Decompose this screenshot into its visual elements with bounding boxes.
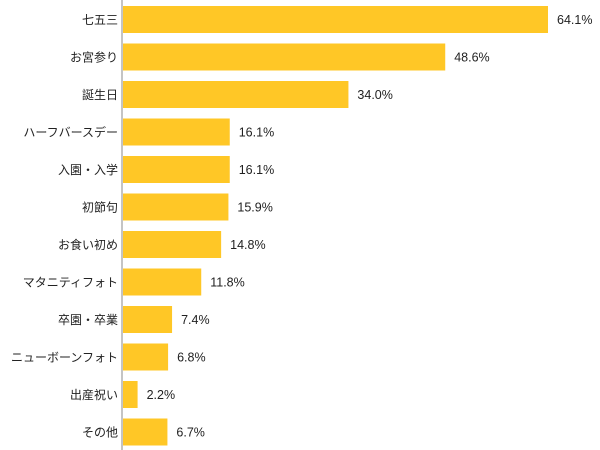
bar xyxy=(123,268,202,296)
bar xyxy=(123,193,229,221)
value-label: 16.1% xyxy=(239,163,274,177)
bar xyxy=(123,343,169,371)
value-label: 2.2% xyxy=(147,388,176,402)
category-labels-group: 七五三お宮参り誕生日ハーフバースデー入園・入学初節句お食い初めマタニティフォト卒… xyxy=(11,13,118,440)
category-label: 七五三 xyxy=(82,13,118,27)
value-label: 11.8% xyxy=(210,276,245,290)
value-label: 16.1% xyxy=(239,126,274,140)
bar xyxy=(123,81,349,108)
category-label: お宮参り xyxy=(70,50,118,65)
value-label: 6.8% xyxy=(177,351,206,365)
category-label: 入園・入学 xyxy=(58,162,118,177)
category-label: 初節句 xyxy=(82,200,118,215)
bar xyxy=(123,418,168,446)
category-label: 誕生日 xyxy=(82,88,118,102)
bar xyxy=(123,43,446,71)
value-labels-group: 64.1% 48.6% 34.0% 16.1% 16.1% 15.9% 14.8% 11.8%… xyxy=(147,13,593,440)
value-label: 7.4% xyxy=(181,313,210,327)
bar xyxy=(123,381,138,408)
bar xyxy=(123,118,230,146)
category-label: お食い初め xyxy=(58,237,118,252)
category-label: その他 xyxy=(82,426,118,440)
bar xyxy=(123,156,230,183)
category-label: マタニティフォト xyxy=(23,276,118,290)
value-label: 48.6% xyxy=(454,51,489,65)
value-label: 15.9% xyxy=(237,201,272,215)
value-label: 14.8% xyxy=(230,238,265,252)
bars-group xyxy=(123,6,548,446)
bar xyxy=(123,6,548,33)
bar xyxy=(123,306,173,333)
category-label: ハーフバースデー xyxy=(23,125,118,140)
category-label: 卒園・卒業 xyxy=(58,313,118,327)
category-label: ニューボーンフォト xyxy=(11,351,118,365)
category-label: 出産祝い xyxy=(70,387,118,402)
bar xyxy=(123,231,222,258)
value-label: 6.7% xyxy=(176,426,205,440)
value-label: 34.0% xyxy=(357,88,392,102)
value-label: 64.1% xyxy=(557,13,592,27)
